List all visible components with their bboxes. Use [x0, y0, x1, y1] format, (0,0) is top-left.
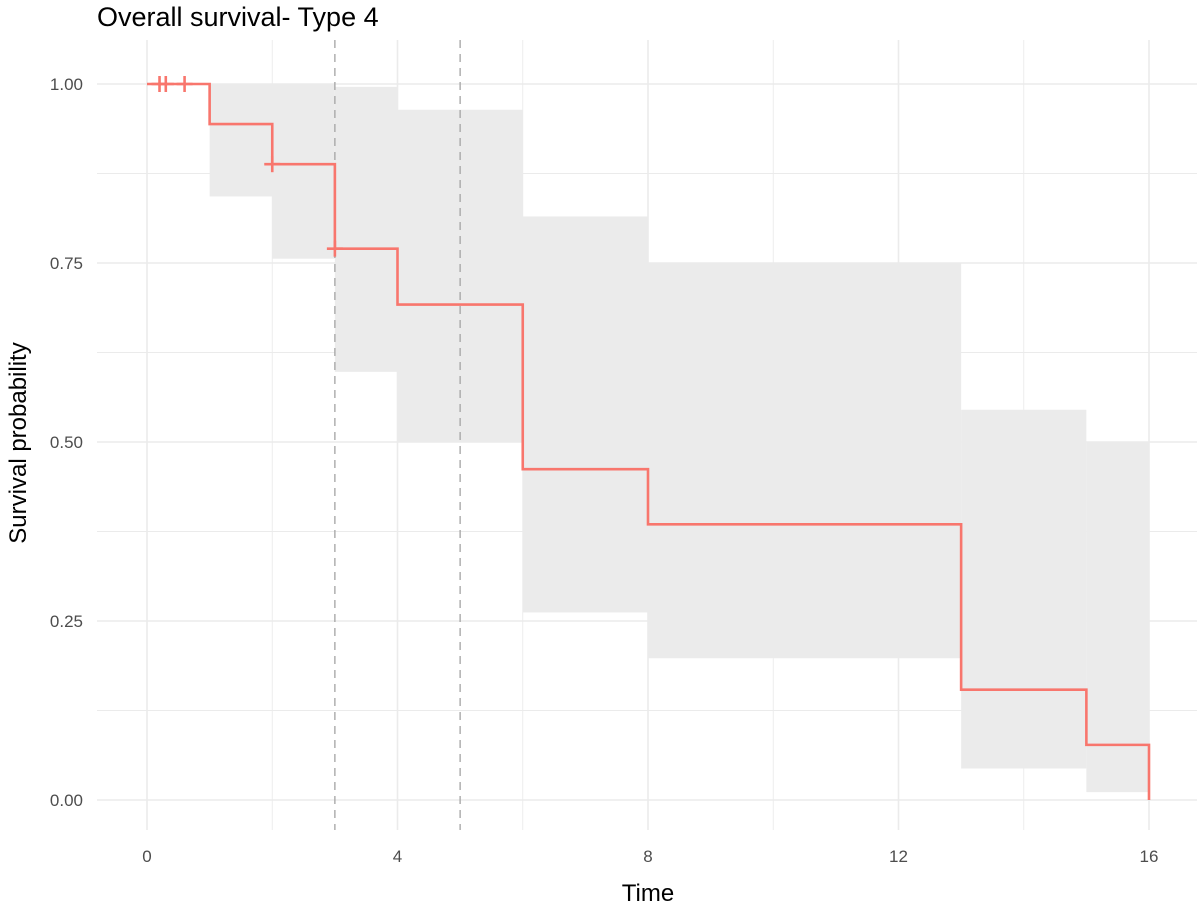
x-tick-label: 0 — [142, 847, 151, 866]
x-tick-label: 12 — [889, 847, 908, 866]
survival-step-line — [147, 82, 1151, 800]
confidence-band-segment — [334, 86, 398, 372]
y-tick-label: 0.50 — [50, 433, 83, 452]
y-tick-label: 0.00 — [50, 791, 83, 810]
censor-marks — [151, 76, 343, 257]
confidence-band-segment — [961, 409, 1087, 769]
confidence-band-segment — [397, 109, 523, 442]
confidence-band-segment — [648, 263, 962, 659]
confidence-band — [209, 84, 1149, 793]
y-tick-label: 1.00 — [50, 75, 83, 94]
x-axis-title: Time — [622, 880, 674, 906]
censor-mark — [264, 156, 281, 173]
censor-mark — [157, 76, 174, 92]
confidence-band-segment — [209, 84, 273, 197]
survival-curve — [147, 82, 1151, 800]
chart-title: Overall survival- Type 4 — [97, 2, 379, 32]
censor-mark — [326, 240, 343, 257]
confidence-band-segment — [1086, 442, 1149, 793]
censor-mark — [176, 76, 193, 92]
x-tick-label: 8 — [643, 847, 652, 866]
y-tick-label: 0.25 — [50, 612, 83, 631]
y-tick-label: 0.75 — [50, 254, 83, 273]
y-axis-title: Survival probability — [5, 342, 32, 543]
confidence-band-segment — [522, 216, 648, 613]
x-tick-label: 16 — [1140, 847, 1159, 866]
x-tick-label: 4 — [393, 847, 402, 866]
tick-labels: 0 4 8 12 16 0.00 0.25 0.50 0.75 1.00 — [50, 75, 1159, 866]
confidence-band-segment — [272, 84, 335, 259]
